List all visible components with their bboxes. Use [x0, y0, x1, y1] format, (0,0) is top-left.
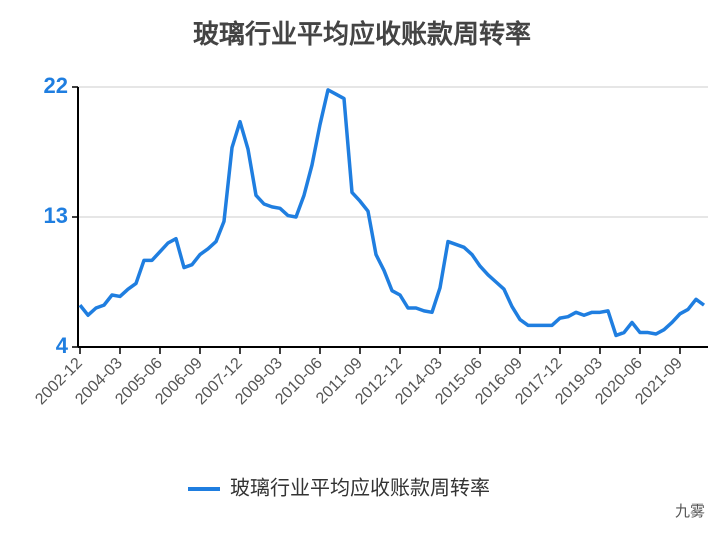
watermark: 九雾: [675, 503, 705, 520]
y-tick-label: 13: [44, 203, 68, 228]
legend-label: 玻璃行业平均应收账款周转率: [230, 476, 490, 499]
data-line: [78, 88, 706, 338]
chart-title: 玻璃行业平均应收账款周转率: [193, 19, 531, 49]
y-tick-label: 4: [56, 333, 69, 358]
y-tick-label: 22: [44, 73, 68, 98]
